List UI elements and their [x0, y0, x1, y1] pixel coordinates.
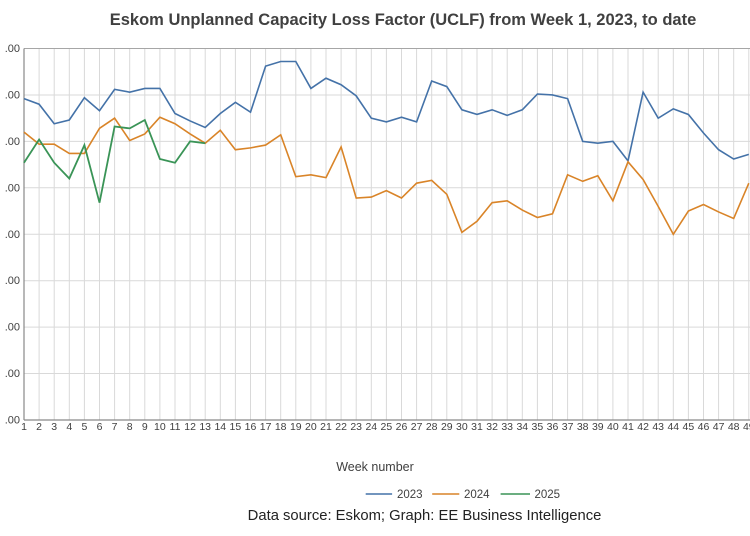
svg-text:2024: 2024 — [464, 489, 490, 501]
svg-text:12: 12 — [184, 421, 196, 433]
svg-text:7: 7 — [112, 421, 118, 433]
svg-text:37: 37 — [562, 421, 574, 433]
svg-text:21: 21 — [320, 421, 332, 433]
svg-text:.00: .00 — [5, 182, 20, 194]
svg-text:2: 2 — [36, 421, 42, 433]
svg-text:45: 45 — [683, 421, 695, 433]
svg-text:14: 14 — [214, 421, 226, 433]
svg-text:33: 33 — [501, 421, 513, 433]
svg-text:16: 16 — [245, 421, 257, 433]
svg-text:44: 44 — [667, 421, 679, 433]
svg-text:6: 6 — [97, 421, 103, 433]
svg-text:31: 31 — [471, 421, 483, 433]
svg-text:46: 46 — [698, 421, 710, 433]
svg-text:.00: .00 — [5, 136, 20, 148]
svg-text:25: 25 — [381, 421, 393, 433]
svg-text:39: 39 — [592, 421, 604, 433]
svg-text:15: 15 — [230, 421, 242, 433]
svg-text:5: 5 — [81, 421, 87, 433]
svg-text:4: 4 — [66, 421, 72, 433]
svg-text:1: 1 — [21, 421, 27, 433]
svg-text:42: 42 — [637, 421, 649, 433]
svg-text:22: 22 — [335, 421, 347, 433]
svg-text:.00: .00 — [5, 89, 20, 101]
svg-text:18: 18 — [275, 421, 287, 433]
svg-text:.00: .00 — [5, 322, 20, 334]
svg-text:47: 47 — [713, 421, 725, 433]
svg-text:24: 24 — [365, 421, 377, 433]
svg-text:26: 26 — [396, 421, 408, 433]
svg-text:43: 43 — [652, 421, 664, 433]
svg-text:35: 35 — [532, 421, 544, 433]
svg-text:.00: .00 — [5, 415, 20, 427]
svg-text:.00: .00 — [5, 229, 20, 241]
svg-text:34: 34 — [516, 421, 528, 433]
svg-text:32: 32 — [486, 421, 498, 433]
svg-text:2025: 2025 — [535, 489, 561, 501]
svg-text:17: 17 — [260, 421, 272, 433]
svg-text:.00: .00 — [5, 43, 20, 55]
svg-text:49: 49 — [743, 421, 750, 433]
svg-text:11: 11 — [170, 421, 181, 433]
svg-text:9: 9 — [142, 421, 148, 433]
svg-text:2023: 2023 — [397, 489, 423, 501]
svg-text:38: 38 — [577, 421, 589, 433]
svg-text:28: 28 — [426, 421, 438, 433]
svg-text:.00: .00 — [5, 275, 20, 287]
svg-text:20: 20 — [305, 421, 317, 433]
svg-text:.00: .00 — [5, 368, 20, 380]
svg-text:41: 41 — [622, 421, 634, 433]
svg-text:8: 8 — [127, 421, 133, 433]
svg-text:48: 48 — [728, 421, 740, 433]
svg-text:36: 36 — [547, 421, 559, 433]
svg-text:30: 30 — [456, 421, 468, 433]
svg-text:3: 3 — [51, 421, 57, 433]
svg-text:10: 10 — [154, 421, 166, 433]
svg-text:27: 27 — [411, 421, 423, 433]
svg-text:19: 19 — [290, 421, 302, 433]
svg-text:29: 29 — [441, 421, 453, 433]
svg-text:13: 13 — [199, 421, 211, 433]
svg-text:23: 23 — [350, 421, 362, 433]
svg-text:40: 40 — [607, 421, 619, 433]
